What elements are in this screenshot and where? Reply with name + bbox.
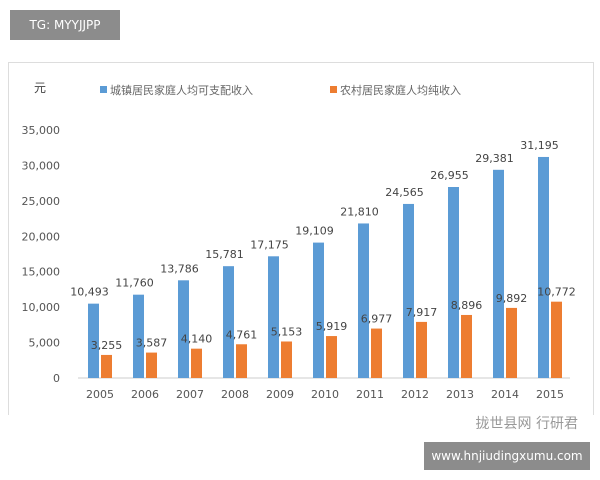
legend-swatch (100, 86, 107, 93)
bar-rural (506, 307, 517, 378)
data-label: 4,140 (181, 333, 213, 346)
data-label: 3,587 (136, 337, 168, 350)
legend-label: 农村居民家庭人均纯收入 (340, 83, 461, 97)
bar-rural (281, 341, 292, 378)
data-label: 8,896 (451, 299, 483, 312)
y-tick-label: 0 (53, 372, 60, 385)
bar-urban (358, 223, 369, 378)
data-label: 21,810 (340, 205, 379, 218)
data-label: 10,493 (70, 286, 109, 299)
x-tick-label: 2010 (311, 388, 339, 401)
bar-urban (178, 280, 189, 378)
y-tick-label: 10,000 (22, 301, 61, 314)
data-label: 5,153 (271, 325, 303, 338)
bar-urban (88, 303, 99, 378)
bar-urban (538, 156, 549, 378)
bar-rural (101, 354, 112, 378)
data-label: 11,760 (115, 277, 154, 290)
data-label: 13,786 (160, 262, 199, 275)
x-tick-label: 2006 (131, 388, 159, 401)
data-label: 9,892 (496, 292, 528, 305)
bar-urban (313, 242, 324, 378)
x-tick-label: 2005 (86, 388, 114, 401)
tg-badge: TG: MYYJJPP (10, 10, 120, 40)
data-label: 17,175 (250, 238, 289, 251)
bar-urban (268, 256, 279, 378)
data-label: 15,781 (205, 248, 244, 261)
bar-rural (146, 352, 157, 378)
x-tick-label: 2008 (221, 388, 249, 401)
data-label: 10,772 (537, 286, 576, 299)
bar-urban (133, 294, 144, 378)
bar-rural (416, 321, 427, 378)
bar-urban (493, 169, 504, 378)
website-badge: www.hnjiudingxumu.com (424, 442, 590, 470)
y-tick-label: 25,000 (22, 195, 61, 208)
data-label: 4,761 (226, 328, 258, 341)
data-label: 31,195 (520, 139, 559, 152)
y-tick-label: 5,000 (29, 337, 61, 350)
x-tick-label: 2012 (401, 388, 429, 401)
data-label: 24,565 (385, 186, 424, 199)
bar-rural (236, 344, 247, 378)
y-tick-label: 30,000 (22, 159, 61, 172)
bar-urban (403, 203, 414, 378)
watermark-logo: 拢世县网 行研君 (476, 416, 578, 432)
x-tick-label: 2011 (356, 388, 384, 401)
x-tick-label: 2009 (266, 388, 294, 401)
x-tick-label: 2015 (536, 388, 564, 401)
data-label: 26,955 (430, 169, 469, 182)
chart-frame (8, 62, 594, 415)
data-label: 5,919 (316, 320, 348, 333)
bar-rural (371, 328, 382, 378)
bar-rural (326, 336, 337, 378)
x-tick-label: 2014 (491, 388, 519, 401)
y-tick-label: 15,000 (22, 266, 61, 279)
bar-rural (461, 314, 472, 378)
y-axis-label: 元 (34, 81, 46, 95)
bar-urban (223, 266, 234, 378)
data-label: 3,255 (91, 339, 123, 352)
x-tick-label: 2013 (446, 388, 474, 401)
bar-rural (191, 348, 202, 378)
data-label: 19,109 (295, 225, 334, 238)
bar-urban (448, 187, 459, 378)
data-label: 6,977 (361, 313, 393, 326)
y-tick-label: 20,000 (22, 230, 61, 243)
y-tick-label: 35,000 (22, 124, 61, 137)
data-label: 29,381 (475, 152, 514, 165)
bar-rural (551, 301, 562, 378)
data-label: 7,917 (406, 306, 438, 319)
x-tick-label: 2007 (176, 388, 204, 401)
legend-swatch (330, 86, 337, 93)
legend-label: 城镇居民家庭人均可支配收入 (110, 83, 253, 97)
